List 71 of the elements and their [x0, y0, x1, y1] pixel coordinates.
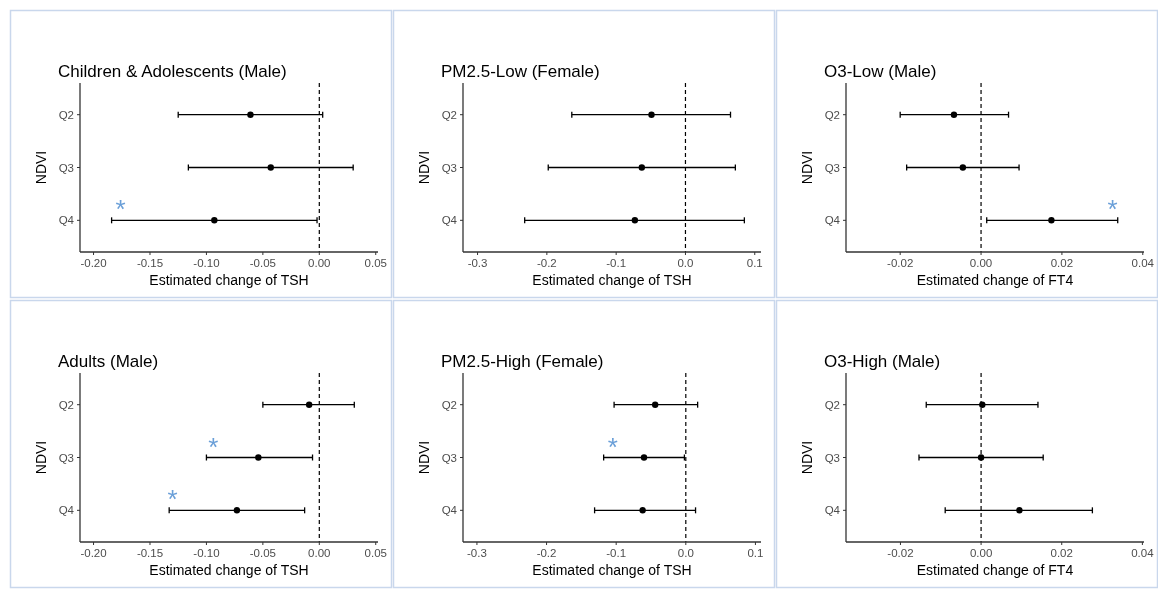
y-tick-label: Q3 — [441, 161, 457, 174]
y-axis-title: NDVI — [33, 150, 49, 185]
x-tick-label: 0.00 — [969, 547, 993, 559]
x-tick-label: 0.02 — [1050, 257, 1074, 269]
chart-title: PM2.5-Low (Female) — [441, 62, 600, 81]
x-tick-label: 0.02 — [1050, 547, 1073, 559]
y-tick-label: Q4 — [58, 214, 75, 227]
x-tick-label: -0.3 — [467, 547, 487, 559]
x-tick-label: -0.15 — [136, 257, 164, 269]
y-tick-label: Q4 — [441, 504, 458, 517]
y-tick-label: Q3 — [441, 451, 457, 464]
y-axis-title: NDVI — [33, 440, 49, 475]
chart-title: O3-Low (Male) — [824, 62, 937, 81]
x-tick-label: -0.1 — [606, 257, 627, 269]
chart-title: Adults (Male) — [58, 352, 159, 371]
x-axis-title: Estimated change of TSH — [149, 272, 309, 288]
x-tick-label: -0.20 — [80, 257, 107, 269]
x-axis-title: Estimated change of TSH — [532, 272, 692, 288]
chart-title: PM2.5-High (Female) — [441, 352, 604, 371]
x-tick-label: -0.02 — [887, 257, 914, 269]
x-tick-label: 0.05 — [364, 547, 387, 559]
y-tick-label: Q3 — [58, 161, 74, 174]
x-tick-label: 0.00 — [969, 257, 993, 269]
x-tick-label: 0.0 — [677, 257, 694, 269]
x-tick-label: 0.04 — [1131, 547, 1155, 559]
x-tick-label: 0.1 — [746, 257, 763, 269]
y-tick-label: Q3 — [824, 451, 840, 464]
y-tick-label: Q2 — [441, 398, 457, 411]
y-axis-title: NDVI — [799, 150, 815, 185]
x-tick-label: -0.1 — [606, 547, 627, 559]
y-tick-label: Q2 — [58, 108, 74, 121]
y-tick-label: Q4 — [58, 504, 75, 517]
y-tick-label: Q3 — [58, 451, 74, 464]
x-tick-label: -0.02 — [887, 547, 914, 559]
x-tick-label: -0.05 — [249, 257, 276, 269]
y-tick-label: Q2 — [441, 108, 457, 121]
x-tick-label: 0.00 — [308, 547, 331, 559]
annotation: * — [115, 194, 126, 225]
x-tick-label: 0.1 — [747, 547, 764, 559]
x-axis-title: Estimated change of TSH — [532, 562, 692, 578]
x-tick-label: -0.2 — [536, 547, 557, 559]
x-tick-label: -0.05 — [249, 547, 276, 559]
annotation: * — [607, 431, 618, 462]
annotation: * — [167, 484, 178, 515]
x-tick-label: -0.15 — [136, 547, 164, 559]
x-tick-label: 0.00 — [308, 257, 331, 269]
x-axis-title: Estimated change of FT4 — [916, 272, 1074, 288]
annotation: * — [208, 431, 219, 462]
y-axis-title: NDVI — [799, 440, 815, 475]
x-tick-label: 0.05 — [364, 257, 387, 269]
chart-title: Children & Adolescents (Male) — [58, 62, 287, 81]
y-tick-label: Q2 — [824, 108, 840, 121]
x-tick-label: 0.04 — [1131, 257, 1155, 269]
x-tick-label: -0.10 — [193, 547, 220, 559]
y-tick-label: Q3 — [824, 161, 840, 174]
y-tick-label: Q2 — [58, 398, 74, 411]
x-tick-label: -0.3 — [467, 257, 488, 269]
annotation: * — [1107, 194, 1118, 225]
y-tick-label: Q4 — [824, 214, 841, 227]
y-tick-label: Q4 — [441, 214, 458, 227]
y-tick-label: Q4 — [824, 504, 841, 517]
x-tick-label: -0.2 — [536, 257, 557, 269]
y-axis-title: NDVI — [416, 150, 432, 185]
y-axis-title: NDVI — [416, 440, 432, 475]
x-tick-label: -0.20 — [80, 547, 107, 559]
x-tick-label: 0.0 — [677, 547, 694, 559]
chart-title: O3-High (Male) — [824, 352, 941, 371]
x-axis-title: Estimated change of TSH — [149, 562, 309, 578]
x-tick-label: -0.10 — [193, 257, 220, 269]
y-tick-label: Q2 — [824, 398, 840, 411]
x-axis-title: Estimated change of FT4 — [916, 562, 1074, 578]
